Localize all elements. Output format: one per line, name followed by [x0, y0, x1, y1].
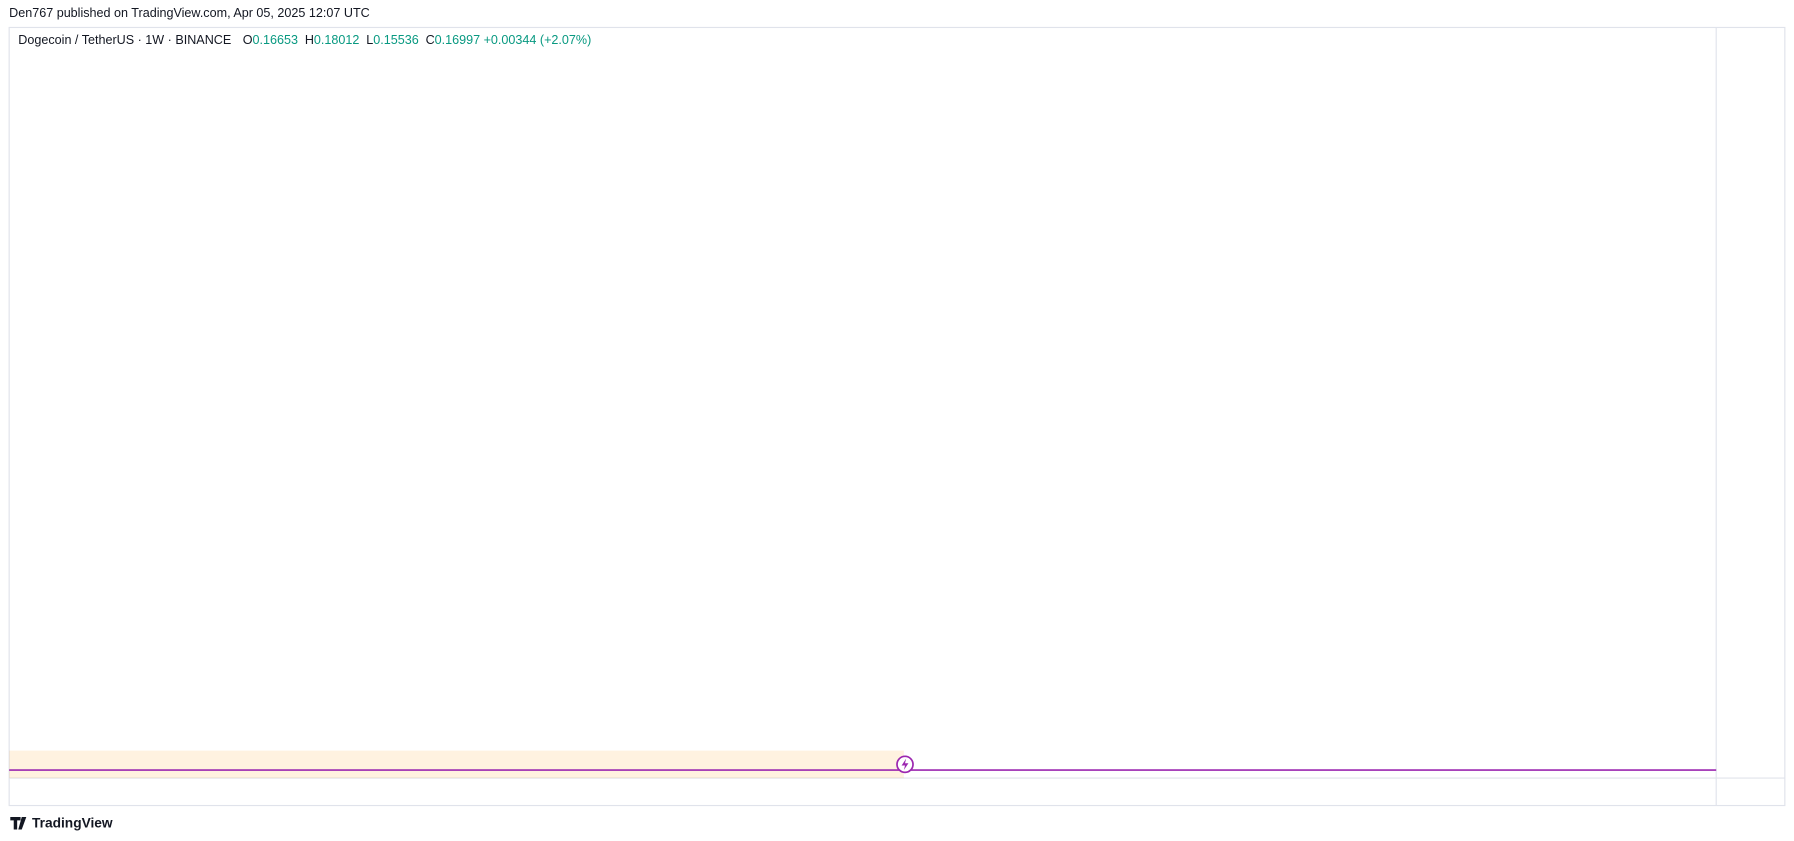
legend-key: H [305, 34, 314, 48]
chart-frame [8, 26, 1786, 807]
legend: Dogecoin / TetherUS · 1W · BINANCE O0.166… [18, 34, 591, 48]
legend-text: Dogecoin / TetherUS · 1W · BINANCE O0.166… [18, 34, 591, 48]
publish-header: Den767 published on TradingView.com, Apr… [9, 6, 370, 20]
footer-brand: TradingView [32, 815, 113, 830]
legend-value: 0.16653 [253, 34, 298, 48]
legend-key: L [366, 34, 373, 48]
symbol: Dogecoin / TetherUS · 1W · BINANCE [18, 34, 231, 48]
event-icon-bolt [901, 758, 909, 771]
legend-key: O [243, 34, 253, 48]
logo [10, 816, 27, 830]
legend-value: 0.16997 [435, 34, 480, 48]
legend-value: 0.18012 [314, 34, 359, 48]
legend-change: +0.00344 (+2.07%) [484, 34, 592, 48]
legend-value: 0.15536 [373, 34, 418, 48]
legend-key: C [426, 34, 435, 48]
volume-band [9, 750, 904, 779]
